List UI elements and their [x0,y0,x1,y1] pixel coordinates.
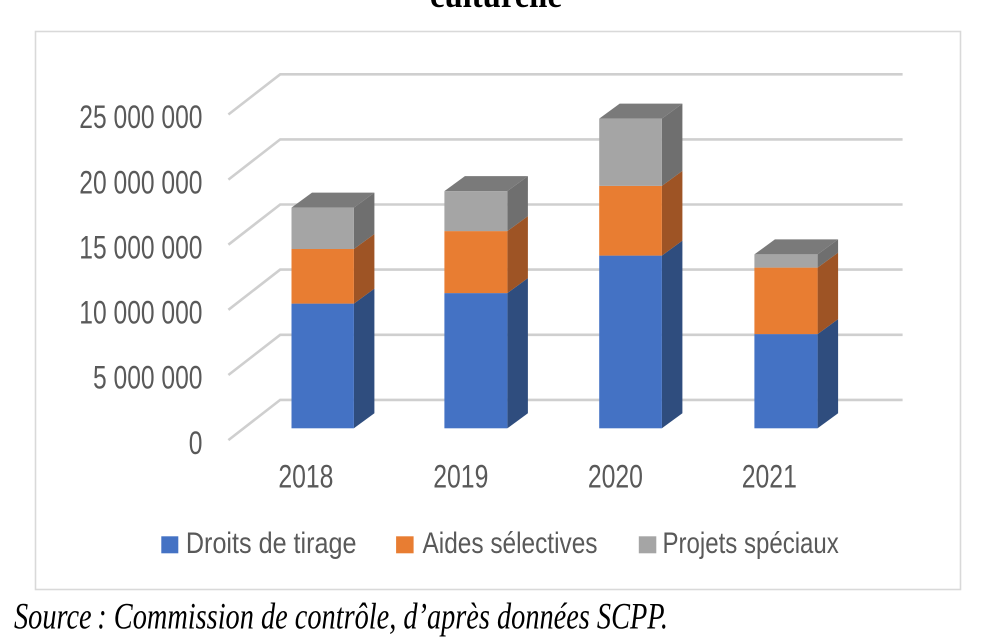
svg-text:10 000 000: 10 000 000 [79,295,202,331]
svg-text:2021: 2021 [742,458,797,494]
svg-text:0: 0 [189,425,203,461]
svg-text:2018: 2018 [278,458,333,494]
svg-text:5 000 000: 5 000 000 [93,360,203,396]
svg-text:2020: 2020 [588,458,643,494]
svg-text:Droits de tirage: Droits de tirage [186,527,357,560]
svg-text:2019: 2019 [433,458,488,494]
svg-text:Projets spéciaux: Projets spéciaux [663,527,839,560]
svg-text:Source : Commission de contrôl: Source : Commission de contrôle, d’après… [14,597,668,638]
svg-text:25 000 000: 25 000 000 [79,99,202,135]
svg-text:15 000 000: 15 000 000 [79,229,202,265]
svg-text:20 000 000: 20 000 000 [79,164,202,200]
svg-text:culturelle: culturelle [430,0,562,15]
svg-text:Aides sélectives: Aides sélectives [423,527,598,560]
